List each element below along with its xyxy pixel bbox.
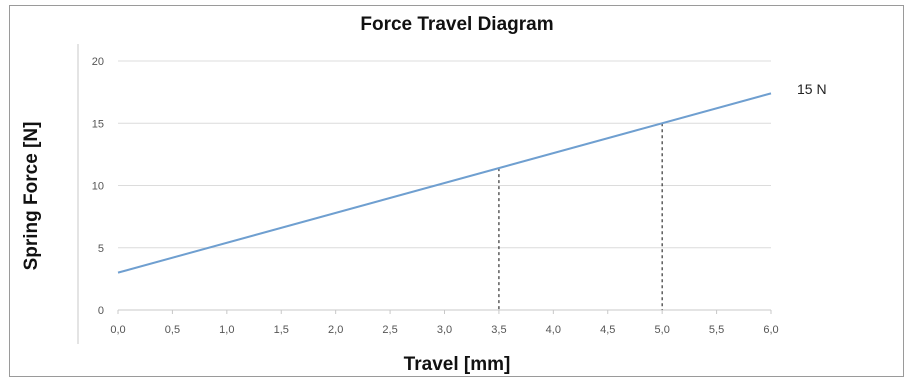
x-tick-label: 1,0 bbox=[219, 324, 234, 336]
y-tick-label: 20 bbox=[92, 56, 104, 68]
x-tick-label: 3,0 bbox=[437, 324, 452, 336]
x-tick-label: 3,5 bbox=[491, 324, 506, 336]
x-tick-label: 4,5 bbox=[600, 324, 615, 336]
x-tick-label: 2,5 bbox=[382, 324, 397, 336]
y-tick-label: 15 bbox=[92, 118, 104, 130]
x-tick-label: 2,0 bbox=[328, 324, 343, 336]
y-tick-label: 10 bbox=[92, 181, 104, 193]
x-tick-label: 0,0 bbox=[110, 324, 125, 336]
x-tick-label: 5,5 bbox=[709, 324, 724, 336]
x-tick-label: 6,0 bbox=[763, 324, 778, 336]
x-tick-label: 5,0 bbox=[655, 324, 670, 336]
chart-frame bbox=[9, 5, 904, 377]
y-tick-label: 5 bbox=[98, 243, 104, 255]
x-tick-label: 0,5 bbox=[165, 324, 180, 336]
annotation-15n: 15 N bbox=[797, 81, 827, 97]
y-tick-label: 0 bbox=[98, 305, 104, 317]
x-tick-label: 1,5 bbox=[274, 324, 289, 336]
x-axis-title: Travel [mm] bbox=[403, 354, 511, 375]
x-tick-label: 4,0 bbox=[546, 324, 561, 336]
series-line bbox=[117, 92, 772, 274]
chart-title: Force Travel Diagram bbox=[360, 14, 554, 35]
